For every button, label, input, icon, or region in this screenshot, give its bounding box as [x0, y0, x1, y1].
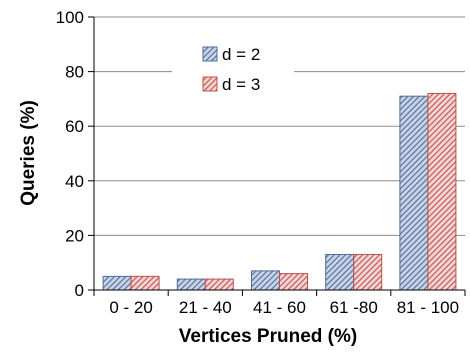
bar-d2 — [251, 270, 280, 291]
bar-d2 — [102, 275, 132, 291]
bar-d3 — [279, 273, 308, 291]
legend-label-d2: d = 2 — [222, 45, 260, 64]
legend-background — [172, 38, 294, 100]
bars — [102, 92, 457, 291]
bar-d3 — [204, 278, 234, 291]
bar-d2 — [325, 254, 355, 291]
bar-d3 — [427, 92, 457, 291]
y-tick-label: 20 — [65, 226, 84, 245]
x-tick-label: 41 - 60 — [253, 298, 306, 317]
x-axis-title: Vertices Pruned (%) — [179, 326, 357, 347]
x-tick-label: 21 - 40 — [179, 298, 232, 317]
x-tick-label: 81 - 100 — [397, 298, 459, 317]
bar-d3 — [353, 254, 383, 291]
bar-d2 — [176, 278, 206, 291]
bar-d3 — [130, 275, 160, 291]
x-tick-label: 61 -80 — [330, 298, 378, 317]
legend-swatch-d3 — [202, 76, 218, 92]
x-tick-labels: 0 - 20 21 - 40 41 - 60 61 -80 81 - 100 — [109, 298, 459, 317]
legend-swatch-d2 — [202, 46, 218, 62]
legend: d = 2 d = 3 — [172, 38, 294, 100]
x-tick-label: 0 - 20 — [109, 298, 152, 317]
y-tick-label: 80 — [65, 63, 84, 82]
bar-d2 — [399, 95, 429, 291]
axes — [93, 17, 466, 296]
y-tick-label: 100 — [56, 8, 84, 27]
legend-label-d3: d = 3 — [222, 75, 260, 94]
y-tick-label: 60 — [65, 117, 84, 136]
y-tick-label: 40 — [65, 172, 84, 191]
y-tick-labels: 0 20 40 60 80 100 — [56, 8, 94, 300]
y-tick-label: 0 — [75, 281, 84, 300]
y-axis-title: Queries (%) — [18, 100, 39, 206]
